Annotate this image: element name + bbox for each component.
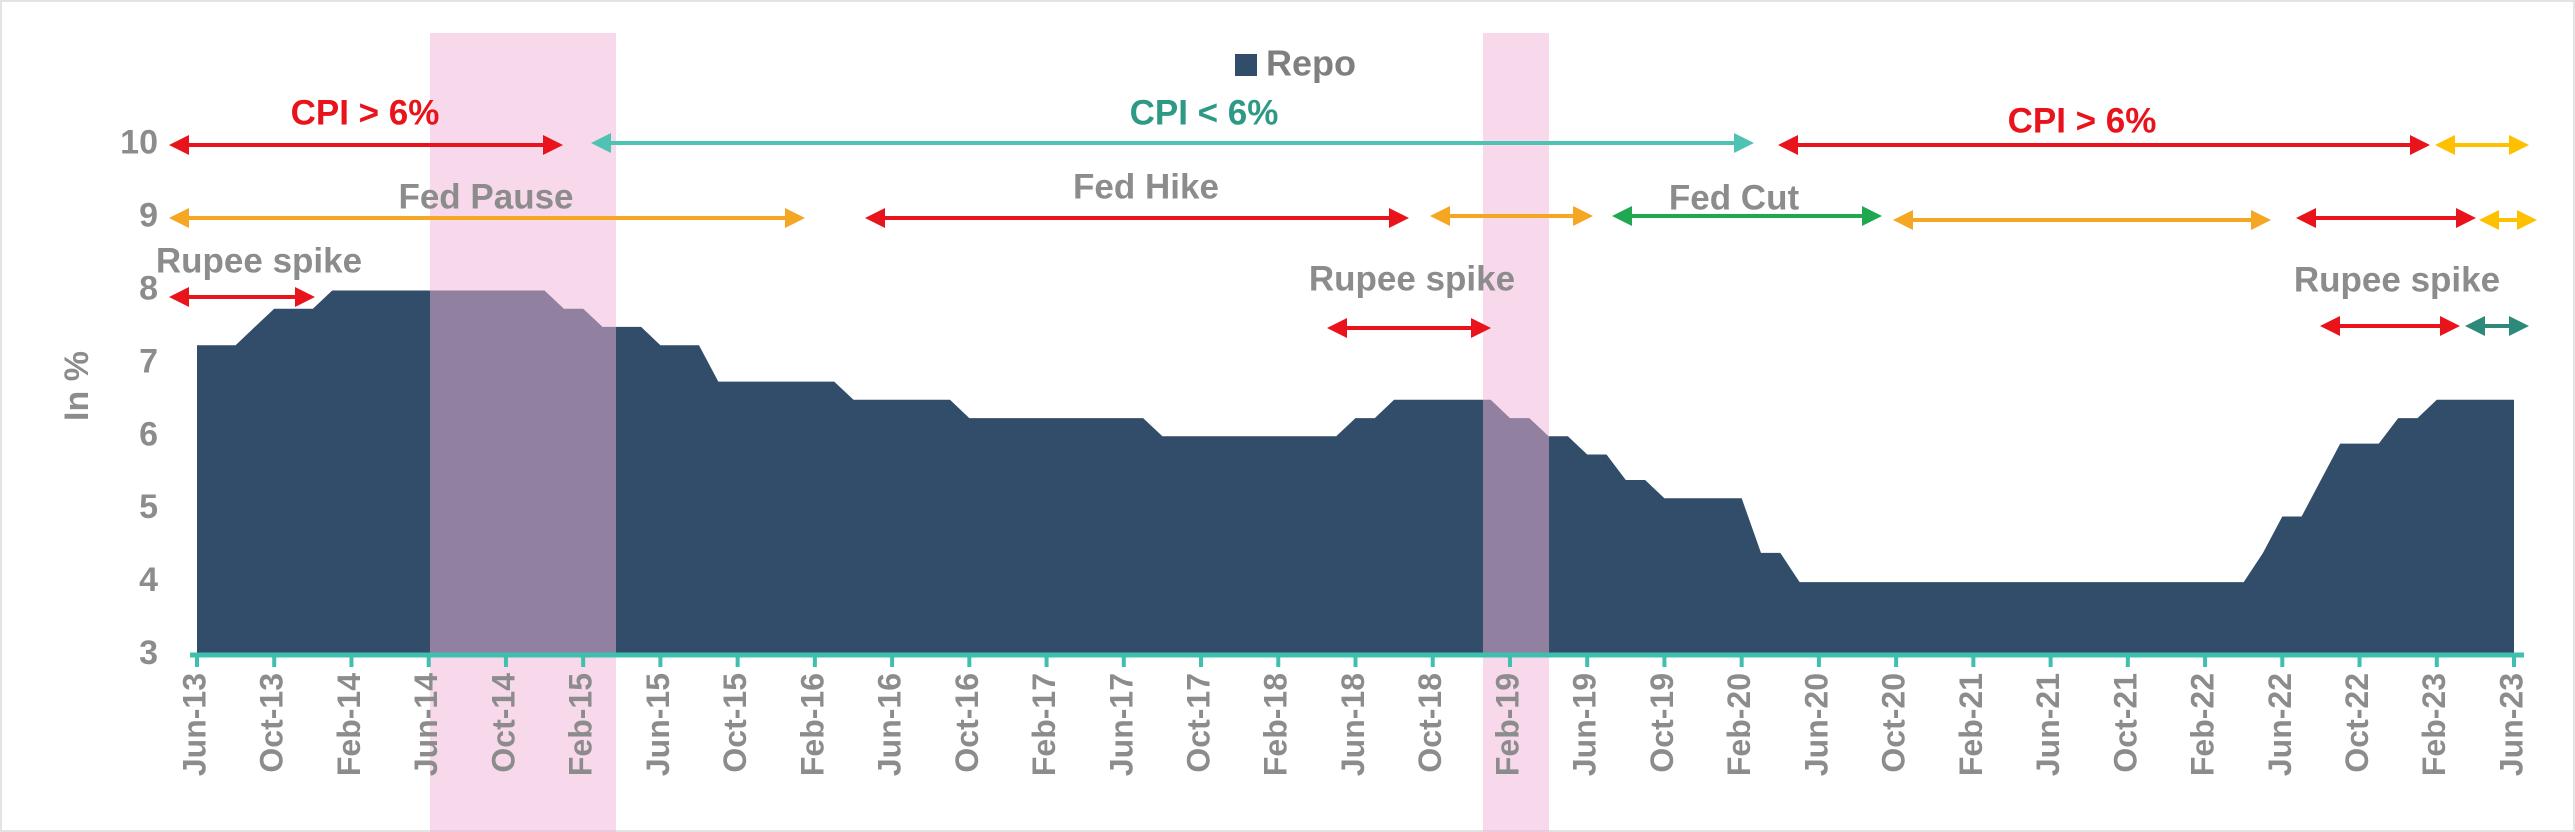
x-tick-label: Jun-18: [1335, 673, 1371, 776]
x-tick-label: Jun-23: [2493, 673, 2529, 776]
annotation: CPI > 6%: [291, 93, 440, 132]
y-tick-label: 4: [139, 561, 158, 599]
annotation: Rupee spike: [2294, 260, 2500, 299]
x-tick-label: Jun-20: [1798, 673, 1834, 776]
arrow-head: [543, 135, 563, 155]
y-tick-label: 7: [139, 342, 158, 380]
x-tick-label: Oct-17: [1180, 673, 1216, 773]
shaded-period: [1483, 33, 1549, 832]
arrow-head: [2251, 210, 2271, 230]
arrow-head: [1893, 210, 1913, 230]
y-axis-label: In %: [58, 351, 96, 421]
arrow-head: [1389, 208, 1409, 228]
annotation: Fed Hike: [1073, 167, 1219, 206]
arrow-head: [169, 208, 189, 228]
x-tick-label: Feb-18: [1258, 673, 1294, 776]
x-tick-label: Feb-23: [2416, 673, 2452, 776]
arrow-head: [785, 208, 805, 228]
legend-label: Repo: [1266, 43, 1356, 84]
annotation: CPI < 6%: [1130, 93, 1279, 132]
x-tick-label: Jun-19: [1567, 673, 1603, 776]
x-tick-label: Oct-20: [1876, 673, 1912, 773]
arrow-head: [1862, 206, 1882, 226]
x-tick-label: Feb-20: [1721, 673, 1757, 776]
x-tick-label: Feb-21: [1953, 673, 1989, 776]
x-tick-label: Oct-14: [485, 673, 521, 773]
x-tick-label: Jun-22: [2262, 673, 2298, 776]
annotation: Rupee spike: [156, 241, 362, 280]
arrow-head: [2410, 135, 2430, 155]
annotation: Fed Pause: [398, 177, 573, 216]
arrow-head: [169, 287, 189, 307]
arrow-head: [2296, 208, 2316, 228]
arrow-head: [865, 208, 885, 228]
x-tick-label: Jun-21: [2030, 673, 2066, 776]
arrow-head: [2517, 210, 2537, 230]
arrow-head: [1471, 318, 1491, 338]
x-tick-label: Feb-16: [794, 673, 830, 776]
x-tick-label: Feb-17: [1026, 673, 1062, 776]
shaded-period: [430, 33, 616, 832]
area: [197, 290, 2514, 655]
x-tick-label: Oct-16: [949, 673, 985, 773]
x-tick-label: Jun-16: [872, 673, 908, 776]
x-tick-label: Feb-15: [563, 673, 599, 776]
x-tick-label: Oct-21: [2107, 673, 2143, 773]
legend-swatch: [1235, 54, 1257, 76]
arrow-head: [2479, 210, 2499, 230]
x-tick-label: Oct-15: [717, 673, 753, 773]
arrow-head: [2435, 135, 2455, 155]
x-tick-label: Feb-14: [331, 673, 367, 776]
x-tick-label: Oct-13: [254, 673, 290, 773]
x-tick-label: Jun-13: [176, 673, 212, 776]
arrow-head: [1327, 318, 1347, 338]
x-tick-label: Oct-19: [1644, 673, 1680, 773]
y-tick-label: 8: [139, 269, 158, 307]
annotation: Fed Cut: [1669, 178, 1800, 217]
arrow-head: [295, 287, 315, 307]
annotation: CPI > 6%: [2008, 101, 2157, 140]
arrow-head: [2465, 316, 2485, 336]
y-tick-label: 10: [120, 124, 158, 162]
arrow-head: [1612, 206, 1632, 226]
arrow-head: [591, 133, 611, 153]
arrow-head: [2320, 316, 2340, 336]
arrow-head: [2440, 316, 2460, 336]
y-tick-label: 3: [139, 634, 158, 672]
x-tick-label: Jun-17: [1103, 673, 1139, 776]
arrow-head: [1430, 206, 1450, 226]
y-tick-label: 9: [139, 197, 158, 235]
arrow-head: [2456, 208, 2476, 228]
y-tick-label: 5: [139, 488, 158, 526]
y-tick-label: 6: [139, 415, 158, 453]
arrow-head: [1734, 133, 1754, 153]
annotation: Rupee spike: [1309, 259, 1515, 298]
x-tick-label: Feb-19: [1489, 673, 1525, 776]
x-tick-label: Jun-14: [408, 673, 444, 776]
arrow-head: [169, 135, 189, 155]
x-tick-label: Feb-22: [2185, 673, 2221, 776]
arrow-head: [2509, 135, 2529, 155]
arrow-head: [1778, 135, 1798, 155]
arrow-head: [1573, 206, 1593, 226]
x-tick-label: Oct-22: [2339, 673, 2375, 773]
arrow-head: [2509, 316, 2529, 336]
x-tick-label: Oct-18: [1412, 673, 1448, 773]
x-tick-label: Jun-15: [640, 673, 676, 776]
